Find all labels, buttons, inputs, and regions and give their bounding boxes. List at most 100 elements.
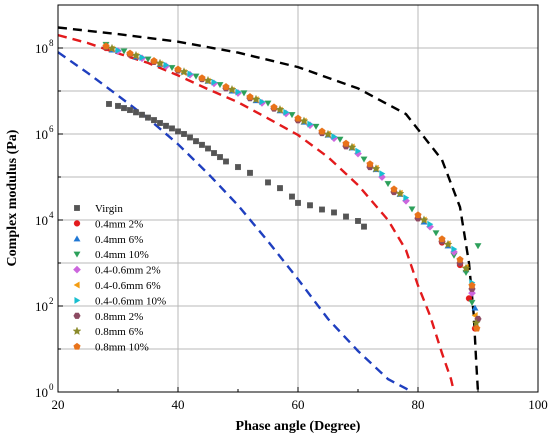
y-tick-exponent: 4 — [49, 210, 54, 220]
point-0-8mm-10 — [222, 83, 230, 90]
point-virgin — [235, 164, 241, 171]
model-curve — [57, 26, 480, 393]
point-virgin — [169, 125, 175, 132]
point-0-4mm-10 — [144, 56, 152, 63]
point-virgin — [331, 209, 337, 216]
legend-marker-0-4mm-2 — [73, 220, 81, 227]
point-0-4-0-6mm-10 — [211, 78, 218, 86]
point-0-8mm-10 — [414, 211, 422, 219]
x-tick-label: 60 — [292, 397, 305, 412]
point-0-8mm-6 — [347, 142, 357, 152]
model-curves — [57, 26, 480, 394]
point-virgin — [187, 134, 193, 141]
x-tick-label: 40 — [172, 397, 185, 412]
point-0-4-0-6mm-10 — [379, 170, 386, 178]
point-0-4-0-6mm-10 — [235, 88, 242, 96]
point-0-8mm-6 — [395, 189, 405, 198]
point-0-8mm-10 — [366, 160, 374, 168]
data-points — [102, 41, 482, 332]
legend-marker-0-8mm-10 — [73, 342, 81, 350]
point-virgin — [163, 122, 169, 129]
point-0-4-0-6mm-10 — [283, 108, 290, 116]
point-virgin — [307, 202, 313, 209]
y-tick-label: 10 — [35, 299, 48, 314]
legend-marker-0-4-0-6mm-6 — [73, 281, 80, 289]
point-0-8mm-10 — [294, 114, 302, 122]
y-tick-exponent: 8 — [49, 38, 54, 48]
legend-label-0-4mm-6: 0.4mm 6% — [95, 234, 143, 246]
point-0-8mm-6 — [443, 239, 453, 249]
point-virgin — [211, 150, 217, 157]
point-0-8mm-10 — [198, 74, 206, 82]
point-0-8mm-10 — [126, 49, 134, 57]
x-axis-title: Phase angle (Degree) — [236, 419, 361, 434]
legend-label-0-4-0-6mm-6: 0.4-0.6mm 6% — [95, 280, 161, 292]
point-virgin — [343, 213, 349, 220]
point-0-8mm-6 — [251, 94, 261, 104]
point-0-4-0-6mm-10 — [355, 147, 362, 155]
point-0-8mm-6 — [203, 75, 213, 85]
y-tick-exponent: 0 — [49, 382, 54, 392]
point-virgin — [193, 138, 199, 145]
point-virgin — [151, 117, 157, 124]
point-0-4mm-10 — [168, 65, 176, 71]
legend-marker-0-8mm-2 — [73, 312, 81, 319]
point-virgin — [139, 111, 145, 118]
point-virgin — [133, 109, 139, 116]
point-0-4-0-6mm-10 — [403, 194, 410, 202]
point-0-4mm-10 — [240, 90, 248, 97]
point-virgin — [175, 128, 181, 135]
point-0-8mm-10 — [102, 42, 110, 50]
legend-label-0-8mm-2: 0.8mm 2% — [95, 311, 143, 323]
point-0-4mm-6 — [471, 304, 479, 311]
point-virgin — [217, 154, 223, 161]
y-tick-label: 10 — [35, 127, 48, 142]
point-virgin — [223, 158, 229, 165]
point-0-8mm-6 — [471, 318, 481, 327]
point-virgin — [295, 199, 301, 206]
point-0-4-0-6mm-10 — [331, 133, 338, 141]
point-0-4mm-2 — [465, 295, 473, 302]
point-virgin — [361, 223, 367, 230]
point-0-4-0-6mm-10 — [115, 46, 122, 54]
point-0-4mm-10 — [408, 206, 416, 213]
point-virgin — [157, 120, 163, 126]
point-0-8mm-6 — [227, 85, 237, 94]
point-0-8mm-10 — [456, 255, 464, 263]
point-0-4-0-6mm-10 — [259, 98, 266, 106]
legend-marker-0-4mm-6 — [73, 235, 81, 242]
point-0-8mm-6 — [371, 164, 381, 173]
legend-label-virgin: Virgin — [95, 203, 123, 215]
point-0-4-0-6mm-10 — [163, 61, 170, 69]
point-virgin — [355, 218, 361, 224]
point-0-8mm-10 — [246, 93, 254, 100]
point-virgin — [121, 105, 127, 112]
point-0-4mm-10 — [384, 181, 392, 188]
legend: Virgin 0.4mm 2% 0.4mm 6% 0.4mm 10% 0.4-0.6mm… — [72, 203, 166, 354]
point-0-8mm-6 — [299, 116, 309, 125]
point-virgin — [106, 100, 112, 107]
x-tick-label: 80 — [412, 397, 425, 412]
point-0-8mm-10 — [473, 324, 481, 332]
x-tick-label: 20 — [52, 397, 65, 412]
point-0-8mm-6 — [179, 67, 189, 76]
point-0-4mm-10 — [360, 156, 368, 163]
point-virgin — [145, 114, 151, 121]
legend-label-0-4-0-6mm-10: 0.4-0.6mm 10% — [95, 295, 166, 307]
legend-marker-virgin — [74, 205, 80, 211]
legend-label-0-4-0-6mm-2: 0.4-0.6mm 2% — [95, 265, 161, 277]
point-0-8mm-6 — [155, 58, 165, 68]
point-0-8mm-10 — [342, 139, 350, 147]
point-0-4mm-10 — [432, 230, 440, 237]
point-0-8mm-10 — [174, 65, 182, 73]
y-tick-exponent: 6 — [49, 124, 54, 134]
point-0-4mm-10 — [192, 73, 200, 80]
point-0-4mm-10 — [288, 112, 296, 119]
point-0-4mm-10 — [474, 243, 482, 250]
point-0-8mm-6 — [107, 43, 117, 53]
point-0-4mm-10 — [336, 136, 344, 143]
x-tick-label: 100 — [528, 397, 548, 412]
point-virgin — [115, 102, 121, 109]
